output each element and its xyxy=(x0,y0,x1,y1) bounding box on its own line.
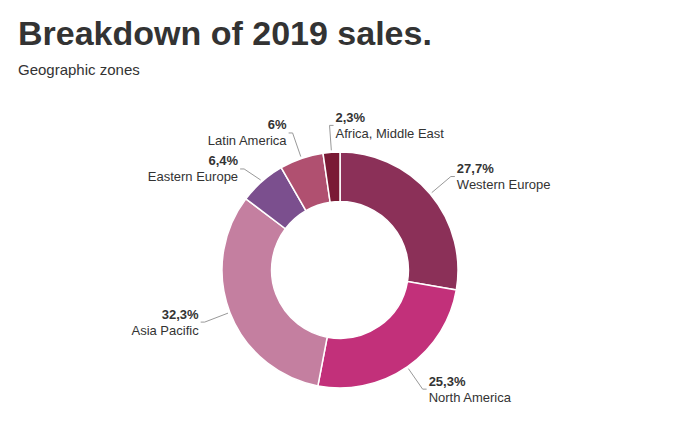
svg-text:Africa, Middle East: Africa, Middle East xyxy=(336,126,445,141)
svg-text:Latin America: Latin America xyxy=(208,133,288,148)
svg-text:6%: 6% xyxy=(268,117,287,132)
svg-text:32,3%: 32,3% xyxy=(162,307,199,322)
svg-text:Asia Pacific: Asia Pacific xyxy=(131,323,199,338)
svg-text:North America: North America xyxy=(429,390,512,405)
svg-text:Western Europe: Western Europe xyxy=(457,177,551,192)
svg-text:6,4%: 6,4% xyxy=(208,153,238,168)
svg-text:27,7%: 27,7% xyxy=(457,161,494,176)
html-text:Geographic zones: Geographic zones xyxy=(18,61,140,79)
svg-text:2,3%: 2,3% xyxy=(336,110,366,125)
svg-text:Eastern Europe: Eastern Europe xyxy=(148,169,238,184)
html-text:Breakdown of 2019 sales.: Breakdown of 2019 sales. xyxy=(18,14,432,52)
svg-text:25,3%: 25,3% xyxy=(429,374,466,389)
